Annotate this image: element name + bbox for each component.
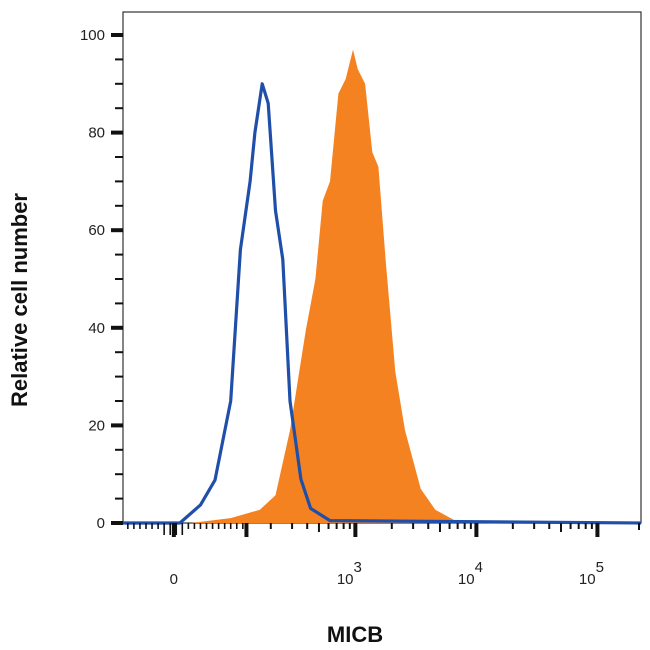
series-stained-area (190, 49, 461, 523)
series-isotype-line (123, 82, 642, 525)
x-tick-exponent: 3 (354, 559, 362, 576)
x-tick-label: 105 (579, 559, 604, 588)
y-tick-label: 20 (88, 417, 105, 434)
y-tick-label: 60 (88, 222, 105, 239)
x-tick-label: 0 (170, 571, 178, 588)
x-tick-base: 10 (458, 571, 475, 588)
x-tick-base: 10 (579, 571, 596, 588)
y-axis-label: Relative cell number (7, 193, 32, 407)
x-tick-base: 0 (170, 571, 178, 588)
x-tick-exponent: 5 (596, 559, 604, 576)
x-axis-label: MICB (327, 622, 383, 647)
x-tick-base: 10 (337, 571, 354, 588)
y-tick-label: 0 (97, 515, 105, 532)
y-tick-label: 40 (88, 320, 105, 337)
x-tick-exponent: 4 (475, 559, 483, 576)
y-tick-label: 100 (80, 27, 105, 44)
y-tick-label: 80 (88, 125, 105, 142)
x-tick-label: 104 (458, 559, 483, 588)
x-tick-label: 103 (337, 559, 362, 588)
